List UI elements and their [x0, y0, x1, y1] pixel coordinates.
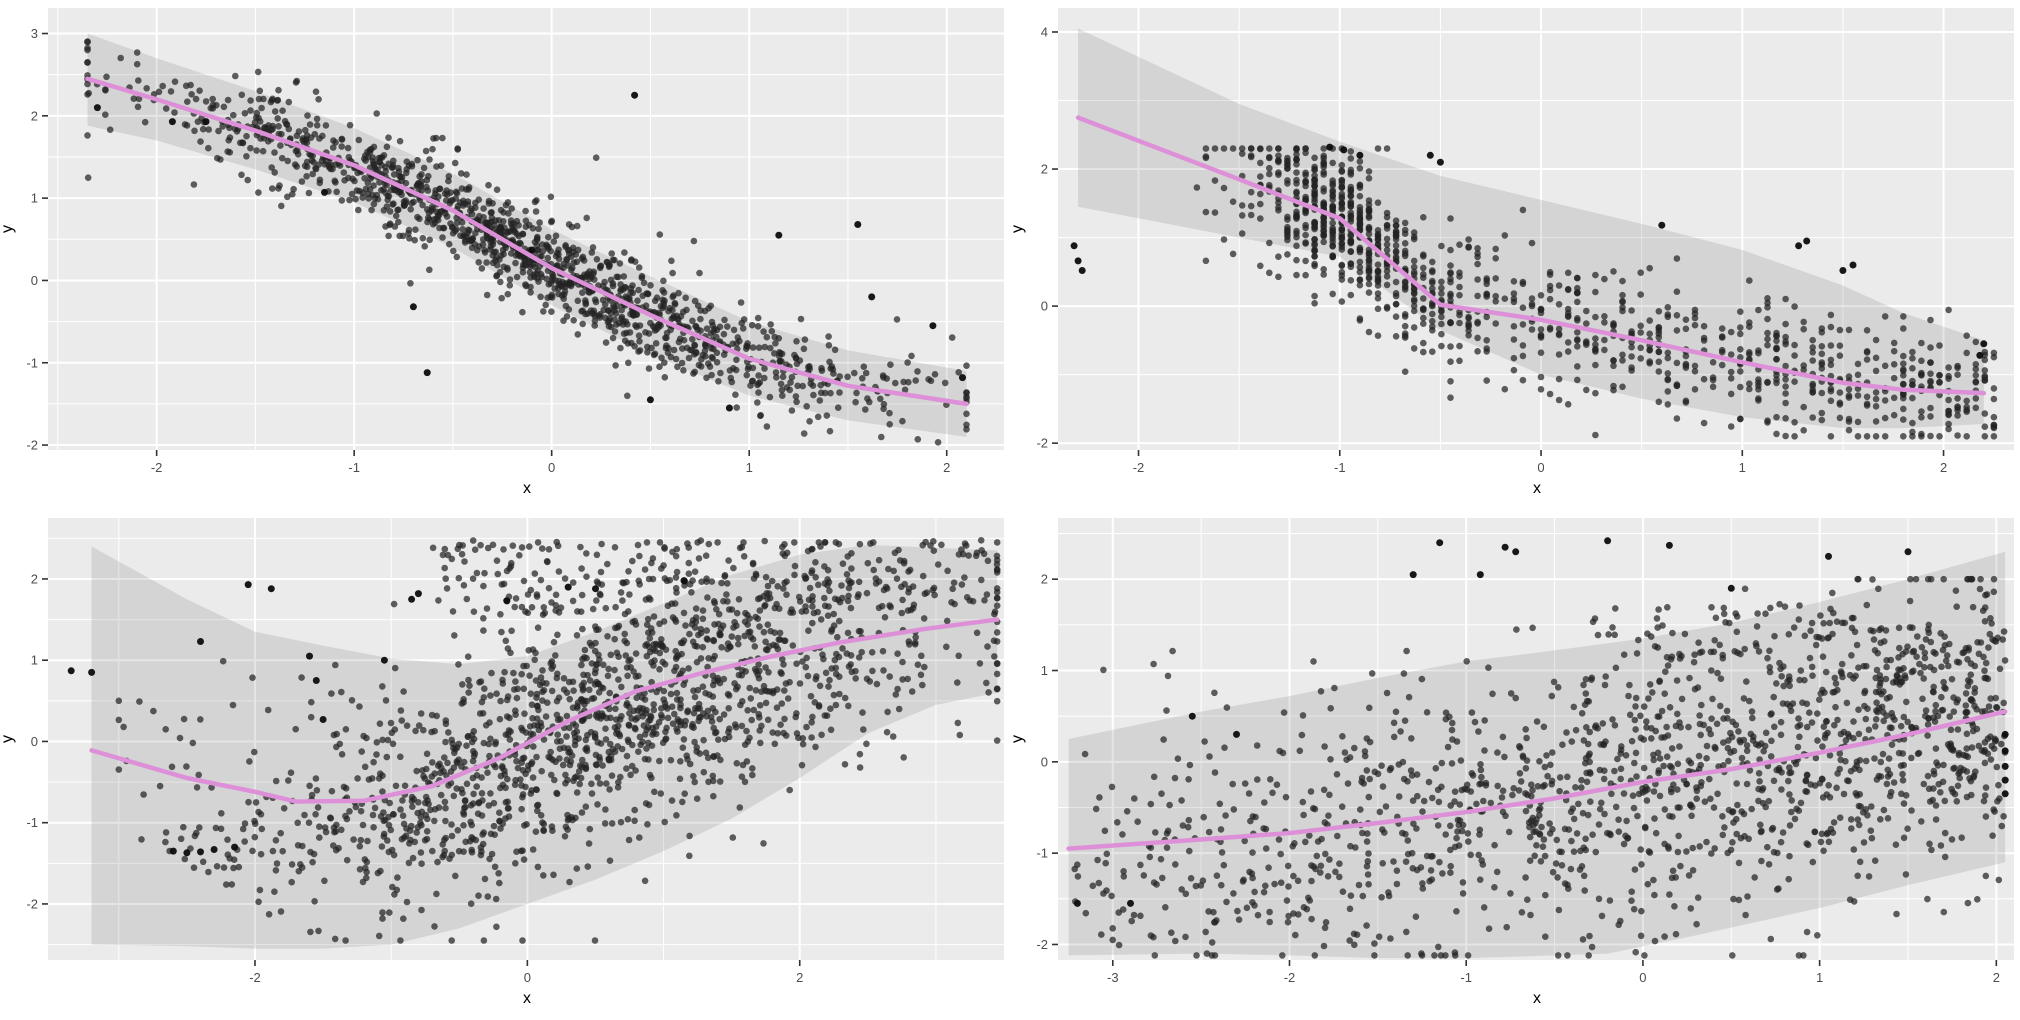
x-tick-label: 1 [746, 460, 753, 475]
y-axis-title: y [1009, 225, 1026, 233]
outlier-points [67, 577, 688, 857]
gridlines [1058, 8, 2014, 450]
x-tick-label: 0 [548, 460, 555, 475]
x-tick-label: 1 [1816, 970, 1823, 985]
y-tick-label: 3 [31, 26, 38, 41]
axis-ticks: -2 -1 0 1 2 3 2 1 0 -1 -2 [26, 26, 950, 475]
x-axis-title: x [523, 480, 531, 497]
gridlines [48, 8, 1004, 450]
plot-canvas-bottom-right: -3 -2 -1 0 1 2 2 1 0 -1 -2 [1036, 518, 2014, 985]
y-tick-label: 2 [31, 108, 38, 123]
x-tick-label: 0 [1537, 460, 1544, 475]
x-tick-label: -2 [151, 460, 163, 475]
scatter-points [84, 38, 970, 446]
x-axis-title: x [1533, 990, 1541, 1007]
axis-ticks: -2 0 2 2 1 0 -1 -2 [26, 571, 803, 985]
x-tick-label: 0 [1639, 970, 1646, 985]
x-tick-label: -1 [1460, 970, 1472, 985]
x-axis-title: x [1533, 480, 1541, 497]
y-tick-label: -2 [26, 896, 38, 911]
scatter-points [1071, 575, 2009, 959]
scatter-points [115, 537, 1001, 944]
x-tick-label: 2 [1940, 460, 1947, 475]
y-axis-title: y [0, 225, 16, 233]
y-tick-label: 0 [1041, 299, 1048, 314]
confidence-band [1078, 28, 1984, 429]
y-tick-label: -1 [1036, 846, 1048, 861]
x-tick-label: -1 [1334, 460, 1346, 475]
y-tick-label: -2 [26, 438, 38, 453]
y-axis-title: y [1009, 735, 1026, 743]
y-tick-label: -2 [1036, 436, 1048, 451]
plot-canvas-top-right: -2 -1 0 1 2 4 2 0 -2 [1036, 8, 2014, 475]
y-tick-label: 1 [1041, 663, 1048, 678]
y-tick-label: -1 [26, 355, 38, 370]
y-tick-label: 4 [1041, 24, 1048, 39]
plot-canvas-bottom-left: -2 0 2 2 1 0 -1 -2 [26, 518, 1004, 985]
x-tick-label: -1 [348, 460, 360, 475]
y-tick-label: 2 [1041, 162, 1048, 177]
y-axis-title: y [0, 735, 16, 743]
x-tick-label: 2 [943, 460, 950, 475]
y-tick-label: 1 [31, 653, 38, 668]
smoother-line [85, 76, 969, 407]
smoother-line [1066, 709, 2008, 851]
y-tick-label: -1 [26, 815, 38, 830]
axis-ticks: -3 -2 -1 0 1 2 2 1 0 -1 -2 [1036, 572, 2000, 985]
plot-panel [48, 518, 1004, 960]
plot-canvas-top-left: -2 -1 0 1 2 3 2 1 0 -1 -2 [26, 8, 1004, 475]
plot-panel [1058, 8, 2014, 450]
y-tick-label: 0 [31, 734, 38, 749]
scatter-plot-bottom-right: -3 -2 -1 0 1 2 2 1 0 -1 -2 y x [1009, 510, 2020, 1020]
scatter-plot-top-left: -2 -1 0 1 2 3 2 1 0 -1 -2 y x [0, 0, 1010, 510]
smoother-line [1075, 115, 1987, 396]
smoother-line [89, 617, 1000, 804]
outlier-points [1073, 537, 2009, 907]
x-tick-label: -3 [1107, 970, 1119, 985]
x-tick-label: 2 [796, 970, 803, 985]
x-tick-label: 2 [1993, 970, 2000, 985]
outlier-points [1070, 143, 1988, 359]
outlier-points [93, 91, 966, 412]
y-tick-label: 2 [1041, 572, 1048, 587]
x-tick-label: 0 [524, 970, 531, 985]
x-tick-label: -2 [1284, 970, 1296, 985]
axis-ticks: -2 -1 0 1 2 4 2 0 -2 [1036, 24, 1947, 475]
y-tick-label: 1 [31, 191, 38, 206]
x-tick-label: -2 [1133, 460, 1145, 475]
scatter-plot-top-right: -2 -1 0 1 2 4 2 0 -2 y x [1009, 0, 2020, 510]
y-tick-label: 2 [31, 571, 38, 586]
x-axis-title: x [523, 990, 531, 1007]
x-tick-label: 1 [1739, 460, 1746, 475]
y-tick-label: 0 [1041, 754, 1048, 769]
scatter-plot-bottom-left: -2 0 2 2 1 0 -1 -2 y x [0, 510, 1010, 1020]
y-tick-label: -2 [1036, 937, 1048, 952]
x-tick-label: -2 [249, 970, 261, 985]
y-tick-label: 0 [31, 273, 38, 288]
